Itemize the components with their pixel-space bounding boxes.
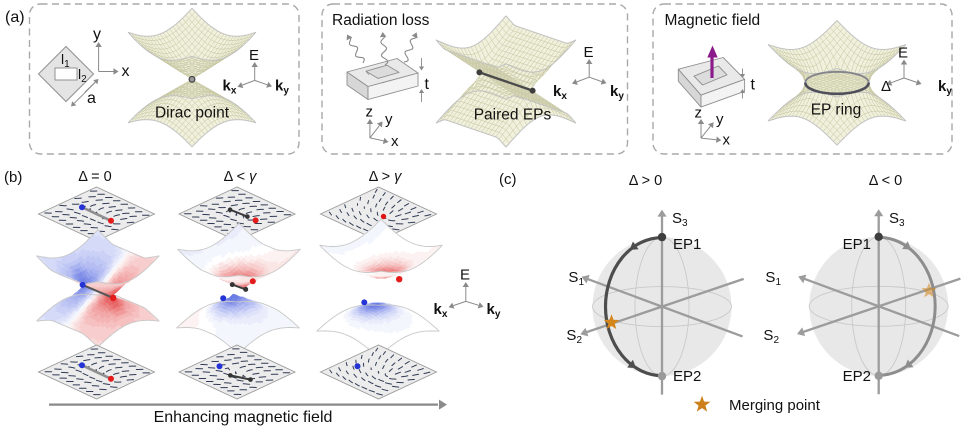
svg-text:Δ < γ: Δ < γ (224, 169, 257, 185)
svg-text:E: E (460, 267, 470, 284)
svg-text:Δ > γ: Δ > γ (369, 169, 402, 185)
svg-text:(b): (b) (4, 169, 22, 186)
svg-text:Radiation loss: Radiation loss (332, 12, 430, 29)
svg-text:a: a (87, 90, 96, 107)
svg-text:(c): (c) (499, 171, 517, 188)
svg-text:z: z (366, 104, 374, 121)
svg-text:EP2: EP2 (843, 368, 871, 385)
svg-text:Δ = 0: Δ = 0 (78, 169, 111, 185)
svg-text:Paired EPs: Paired EPs (474, 107, 552, 124)
svg-text:l1: l1 (61, 51, 70, 70)
svg-text:t: t (425, 76, 430, 93)
svg-text:Δ > 0: Δ > 0 (629, 173, 662, 189)
svg-text:t: t (751, 77, 756, 94)
svg-text:y: y (385, 111, 393, 128)
svg-text:z: z (695, 105, 703, 122)
svg-text:E: E (584, 44, 594, 61)
svg-text:x: x (723, 132, 731, 149)
svg-text:Δ: Δ (881, 78, 891, 95)
svg-text:x: x (122, 63, 130, 80)
svg-text:E: E (249, 47, 259, 64)
svg-text:EP ring: EP ring (811, 102, 862, 119)
svg-text:l2: l2 (78, 66, 87, 85)
svg-text:E: E (898, 45, 908, 62)
svg-text:Enhancing magnetic field: Enhancing magnetic field (154, 409, 333, 426)
svg-text:Magnetic field: Magnetic field (665, 12, 761, 29)
svg-text:EP1: EP1 (673, 236, 701, 253)
svg-text:EP1: EP1 (843, 236, 871, 253)
svg-text:x: x (391, 133, 399, 150)
svg-text:Dirac point: Dirac point (155, 105, 230, 122)
svg-text:y: y (716, 111, 724, 128)
svg-text:Merging point: Merging point (729, 397, 821, 414)
svg-text:Δ < 0: Δ < 0 (869, 173, 902, 189)
svg-text:(a): (a) (5, 9, 25, 26)
svg-text:y: y (93, 26, 101, 43)
svg-text:EP2: EP2 (673, 368, 701, 385)
